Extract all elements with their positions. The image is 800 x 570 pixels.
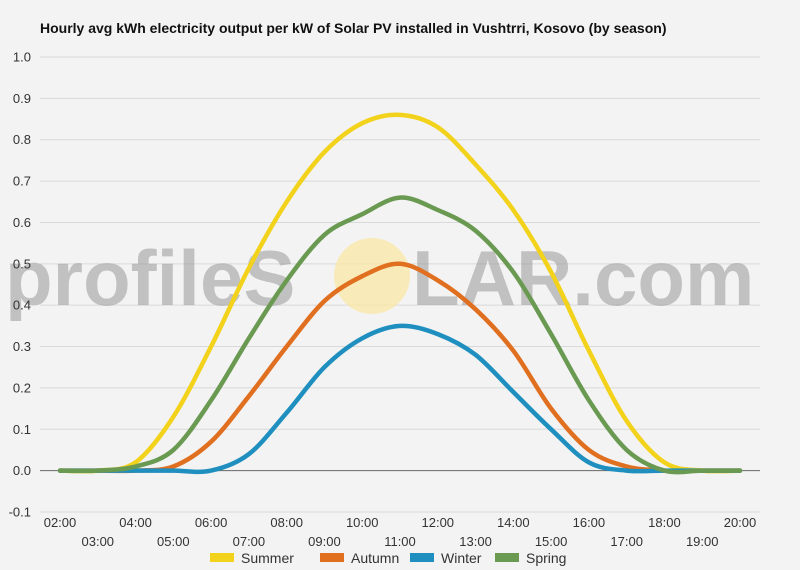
x-tick-label: 20:00	[724, 515, 757, 530]
y-tick-label: 1.0	[13, 50, 31, 65]
series-lines	[57, 112, 743, 475]
x-tick-label: 13:00	[459, 534, 492, 549]
x-tick-label: 04:00	[119, 515, 152, 530]
y-tick-label: 0.6	[13, 215, 31, 230]
series-line-autumn	[57, 261, 743, 474]
legend: Summer Autumn Winter Spring	[210, 550, 566, 566]
x-tick-label: 10:00	[346, 515, 379, 530]
legend-label-spring: Spring	[526, 550, 566, 566]
x-tick-label: 06:00	[195, 515, 228, 530]
series-line-summer	[57, 112, 743, 474]
x-tick-label: 07:00	[233, 534, 266, 549]
y-tick-label: -0.1	[9, 505, 31, 520]
watermark-sun-icon	[334, 238, 410, 314]
x-tick-label: 05:00	[157, 534, 190, 549]
x-tick-label: 11:00	[384, 534, 416, 549]
y-tick-label: 0.2	[13, 380, 31, 395]
y-tick-label: 0.7	[13, 174, 31, 189]
x-tick-label: 14:00	[497, 515, 530, 530]
watermark-text-left: profileS	[5, 234, 295, 322]
x-tick-label: 12:00	[422, 515, 455, 530]
y-tick-label: 0.9	[13, 91, 31, 106]
y-tick-label: 0.1	[13, 422, 31, 437]
chart-title: Hourly avg kWh electricity output per kW…	[40, 20, 666, 36]
legend-label-summer: Summer	[241, 550, 294, 566]
y-tick-label: 0.8	[13, 132, 31, 147]
x-tick-label: 16:00	[573, 515, 606, 530]
x-tick-label: 09:00	[308, 534, 341, 549]
series-line-winter	[57, 323, 743, 475]
y-tick-label: 0.0	[13, 463, 31, 478]
y-tick-label: 0.5	[13, 256, 31, 271]
x-tick-label: 18:00	[648, 515, 681, 530]
x-tick-label: 03:00	[82, 534, 115, 549]
watermark: profileS LAR.com	[5, 234, 754, 322]
x-tick-label: 08:00	[270, 515, 303, 530]
legend-swatch-winter	[410, 553, 434, 562]
y-tick-label: 0.3	[13, 339, 31, 354]
legend-swatch-autumn	[320, 553, 344, 562]
legend-swatch-summer	[210, 553, 234, 562]
x-tick-label: 02:00	[44, 515, 77, 530]
x-tick-label: 19:00	[686, 534, 719, 549]
legend-label-autumn: Autumn	[351, 550, 399, 566]
legend-swatch-spring	[495, 553, 519, 562]
x-tick-label: 17:00	[610, 534, 643, 549]
axes: 1.0 0.9 0.8 0.7 0.6 0.5 0.4 0.3 0.2 0.1 0.0 -0.1 02:…	[9, 50, 760, 549]
legend-label-winter: Winter	[441, 550, 482, 566]
y-tick-label: 0.4	[13, 298, 31, 313]
watermark-text-right: LAR.com	[412, 234, 754, 322]
series-line-spring	[57, 195, 743, 475]
x-tick-label: 15:00	[535, 534, 568, 549]
